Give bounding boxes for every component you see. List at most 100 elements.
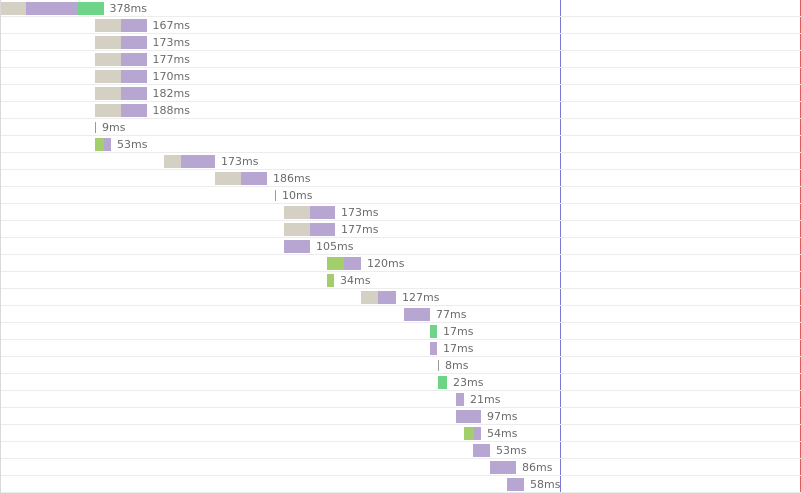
request-duration: 77ms [436,308,467,321]
request-duration: 17ms [443,325,474,338]
request-row[interactable]: 170ms [1,68,801,85]
request-duration: 188ms [152,104,190,117]
timing-bar-blocked [284,206,310,219]
timing-bar-blocked [164,155,181,168]
request-duration: 177ms [152,53,190,66]
timing-bar-tick [438,360,439,371]
timing-bar-blocked [95,104,121,117]
timing-bar-wait [344,257,361,270]
timing-bar-wait [456,393,464,406]
request-duration: 21ms [470,393,501,406]
timing-bar-blocked [361,291,378,304]
request-duration: 182ms [152,87,190,100]
request-row[interactable]: 378ms [1,0,801,17]
request-duration: 86ms [522,461,553,474]
request-row[interactable]: 177ms [1,221,801,238]
request-duration: 120ms [367,257,405,270]
request-duration: 34ms [340,274,371,287]
request-row[interactable]: 120ms [1,255,801,272]
timing-bar-wait [181,155,215,168]
request-duration: 173ms [152,36,190,49]
request-duration: 167ms [152,19,190,32]
request-row[interactable]: 17ms [1,323,801,340]
timing-bar-receive [77,2,104,15]
request-duration: 127ms [402,291,440,304]
request-duration: 53ms [117,138,148,151]
timing-bar-wait [284,240,310,253]
request-duration: 177ms [341,223,379,236]
timing-bar-wait [241,172,267,185]
timing-bar-wait [26,2,78,15]
request-duration: 9ms [102,121,126,134]
timing-bar-wait [378,291,396,304]
request-duration: 186ms [273,172,311,185]
request-row[interactable]: 188ms [1,102,801,119]
timing-bar-wait [456,410,481,423]
request-row[interactable]: 21ms [1,391,801,408]
timing-bar-wait [430,342,437,355]
request-row[interactable]: 77ms [1,306,801,323]
timing-bar-wait [120,19,147,32]
request-duration: 8ms [445,359,469,372]
request-duration: 105ms [316,240,354,253]
request-row[interactable]: 23ms [1,374,801,391]
timing-bar-blocked [215,172,241,185]
timing-bar-wait [310,206,335,219]
request-row[interactable]: 173ms [1,204,801,221]
request-row[interactable]: 105ms [1,238,801,255]
timing-bar-wait [404,308,430,321]
load-event-marker [560,0,561,493]
timing-bar-tick [275,190,276,201]
request-row[interactable]: 173ms [1,153,801,170]
request-duration: 170ms [152,70,190,83]
timing-bar-connect [327,257,344,270]
timing-bar-wait [104,138,111,151]
request-duration: 23ms [453,376,484,389]
request-duration: 173ms [221,155,259,168]
request-row[interactable]: 97ms [1,408,801,425]
timing-bar-blocked [1,2,26,15]
request-duration: 10ms [282,189,313,202]
timing-bar-wait [474,427,481,440]
timing-bar-blocked [95,70,121,83]
request-duration: 378ms [109,2,147,15]
request-row[interactable]: 53ms [1,442,801,459]
timing-bar-wait [490,461,516,474]
request-row[interactable]: 182ms [1,85,801,102]
timing-bar-connect [95,138,104,151]
request-row[interactable]: 186ms [1,170,801,187]
timing-bar-blocked [95,53,121,66]
request-row[interactable]: 34ms [1,272,801,289]
request-row[interactable]: 58ms [1,476,801,493]
timing-bar-wait [120,53,147,66]
request-row[interactable]: 10ms [1,187,801,204]
request-duration: 53ms [496,444,527,457]
request-row[interactable]: 53ms [1,136,801,153]
timing-bar-tick [95,122,96,133]
timing-bar-wait [120,36,147,49]
request-row[interactable]: 17ms [1,340,801,357]
timing-bar-connect [464,427,474,440]
request-row[interactable]: 54ms [1,425,801,442]
timing-bar-blocked [284,223,310,236]
request-row[interactable]: 86ms [1,459,801,476]
request-duration: 58ms [530,478,561,491]
timing-bar-blocked [95,19,121,32]
request-row[interactable]: 177ms [1,51,801,68]
timing-bar-wait [120,87,147,100]
timing-bar-wait [507,478,524,491]
request-row[interactable]: 127ms [1,289,801,306]
timing-bar-blocked [95,36,121,49]
timing-bar-wait [310,223,335,236]
timing-bar-connect [327,274,334,287]
timing-bar-blocked [95,87,121,100]
request-row[interactable]: 8ms [1,357,801,374]
timing-bar-wait [120,104,147,117]
request-row[interactable]: 9ms [1,119,801,136]
timing-bar-receive [430,325,437,338]
request-row[interactable]: 173ms [1,34,801,51]
request-row[interactable]: 167ms [1,17,801,34]
request-duration: 97ms [487,410,518,423]
timing-bar-wait [473,444,490,457]
